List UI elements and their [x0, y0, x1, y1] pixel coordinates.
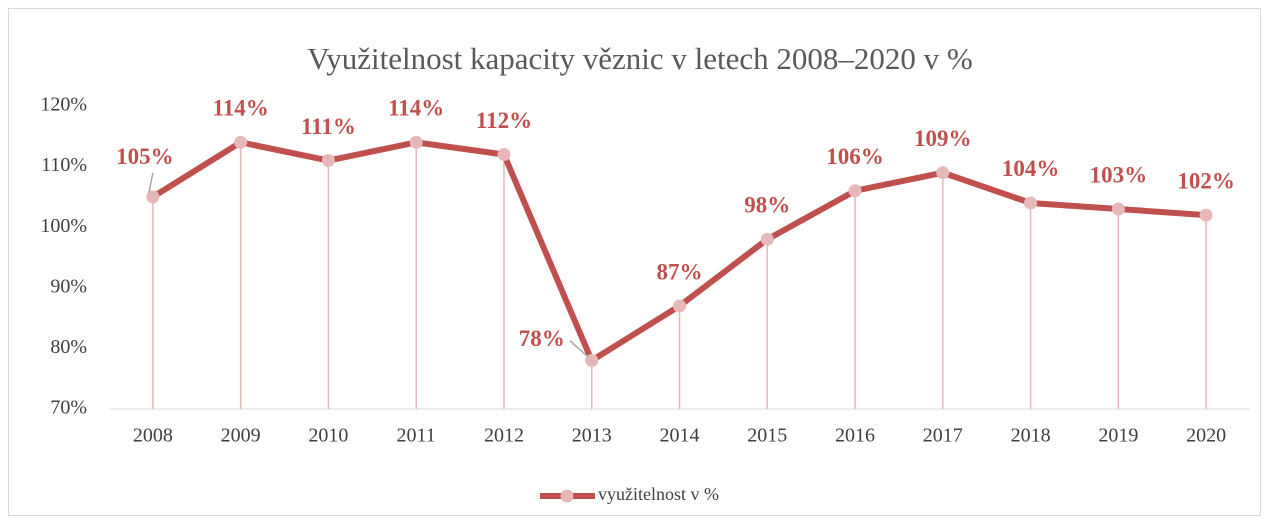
x-tick-label: 2009 — [221, 425, 261, 447]
data-point — [321, 154, 335, 168]
data-point — [936, 166, 950, 180]
x-tick-label: 2016 — [835, 425, 875, 447]
x-tick-label: 2010 — [308, 425, 348, 447]
data-label: 103% — [1090, 162, 1148, 187]
x-tick-label: 2020 — [1186, 425, 1226, 447]
data-point — [409, 135, 423, 149]
leader-line — [569, 339, 589, 358]
x-tick-label: 2019 — [1098, 425, 1138, 447]
data-label: 114% — [388, 96, 444, 121]
y-tick-label: 90% — [50, 275, 87, 297]
data-label: 105% — [116, 144, 174, 169]
y-tick-label: 80% — [50, 336, 87, 358]
leader-line — [148, 172, 154, 194]
x-tick-label: 2008 — [133, 425, 173, 447]
data-point — [1111, 202, 1125, 216]
data-point — [1199, 208, 1213, 222]
x-tick-label: 2012 — [484, 425, 524, 447]
x-tick-label: 2017 — [923, 425, 963, 447]
data-label: 78% — [519, 326, 565, 351]
data-label: 114% — [213, 96, 269, 121]
data-label: 111% — [301, 114, 356, 139]
data-point — [848, 184, 862, 198]
y-tick-label: 110% — [41, 154, 87, 176]
x-tick-label: 2018 — [1011, 425, 1051, 447]
data-label: 104% — [1002, 156, 1060, 181]
data-point — [146, 190, 160, 204]
legend-marker — [560, 489, 574, 503]
data-point — [1024, 196, 1038, 210]
y-tick-label: 100% — [40, 215, 87, 237]
x-tick-label: 2013 — [572, 425, 612, 447]
x-tick-label: 2011 — [397, 425, 436, 447]
data-label: 102% — [1177, 168, 1235, 193]
legend-label: využitelnost v % — [598, 484, 719, 504]
x-tick-label: 2015 — [747, 425, 787, 447]
data-point — [234, 135, 248, 149]
data-point — [585, 354, 599, 368]
data-label: 109% — [914, 126, 972, 151]
y-tick-label: 120% — [40, 94, 87, 116]
chart-border — [8, 8, 1261, 516]
chart-title: Využitelnost kapacity věznic v letech 20… — [307, 41, 972, 76]
data-point — [497, 147, 511, 161]
data-label: 87% — [657, 259, 703, 284]
data-label: 112% — [476, 108, 532, 133]
data-label: 98% — [744, 193, 790, 218]
x-tick-label: 2014 — [660, 425, 700, 447]
y-tick-label: 70% — [50, 397, 87, 419]
data-label: 106% — [826, 144, 884, 169]
data-point — [673, 299, 686, 313]
data-point — [760, 232, 774, 246]
